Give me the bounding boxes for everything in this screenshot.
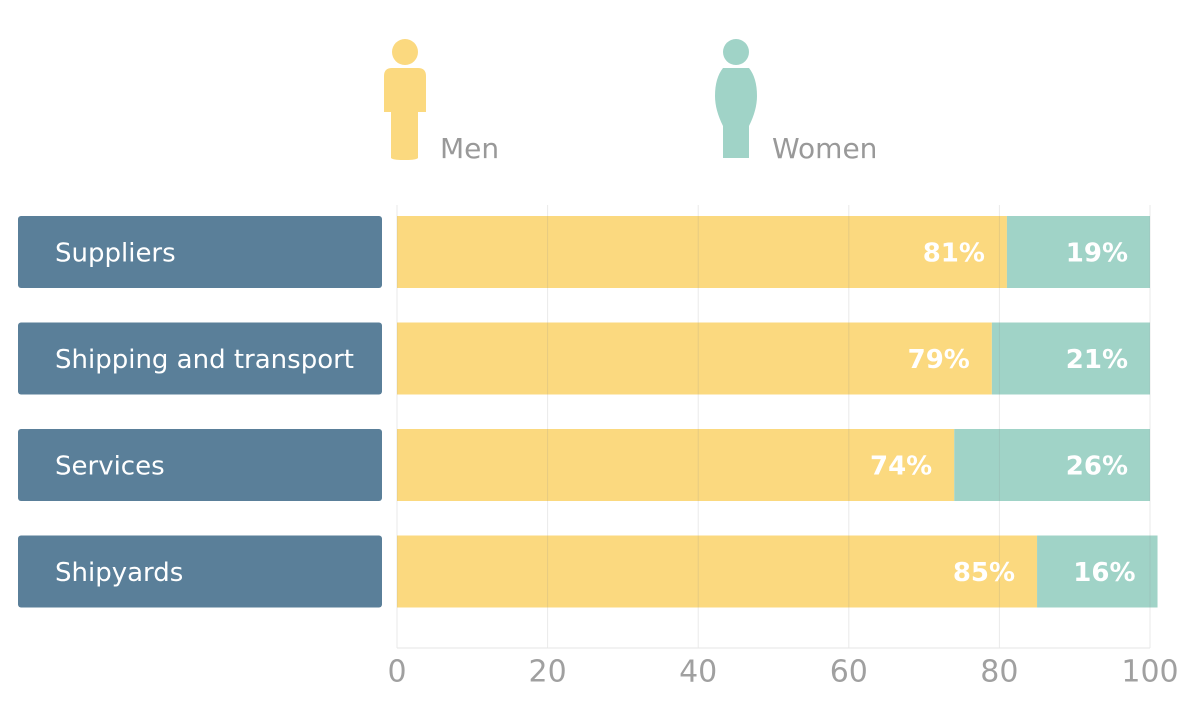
legend-icon: [384, 39, 426, 160]
bar-segment: [397, 429, 955, 501]
x-tick-label: 60: [830, 655, 868, 690]
bar-segment: [954, 429, 1150, 501]
category-box: [18, 535, 382, 608]
category-box: [18, 216, 382, 288]
legend-label: Men: [440, 132, 499, 165]
category-label: Suppliers: [55, 239, 176, 269]
x-tick-label: 40: [679, 655, 717, 690]
icon-head: [723, 39, 749, 65]
category-label: Shipping and transport: [55, 345, 354, 375]
category-label: Shipyards: [55, 558, 183, 588]
x-tick-label: 80: [980, 655, 1018, 690]
value-label: 85%: [953, 558, 1015, 588]
value-label: 19%: [1066, 239, 1128, 269]
value-label: 81%: [923, 239, 985, 269]
x-tick-label: 20: [529, 655, 567, 690]
category-label: Services: [55, 452, 165, 482]
icon-body: [384, 68, 426, 160]
bar-segment: [1037, 535, 1158, 608]
bar-segment: [397, 535, 1038, 608]
legend-icon: [715, 39, 757, 158]
icon-head: [392, 39, 418, 65]
value-label: 21%: [1066, 345, 1128, 375]
value-label: 79%: [908, 345, 970, 375]
value-label: 74%: [870, 452, 932, 482]
x-tick-label: 0: [387, 655, 406, 690]
bar-segment: [1006, 216, 1150, 288]
x-tick-label: 100: [1121, 655, 1178, 690]
bar-segment: [397, 216, 1007, 288]
category-box: [18, 429, 382, 501]
value-label: 16%: [1073, 558, 1135, 588]
icon-body: [715, 68, 757, 158]
value-label: 26%: [1066, 452, 1128, 482]
legend-label: Women: [772, 132, 877, 165]
category-box: [18, 322, 382, 395]
bar-segment: [397, 322, 992, 395]
bar-segment: [991, 322, 1150, 395]
